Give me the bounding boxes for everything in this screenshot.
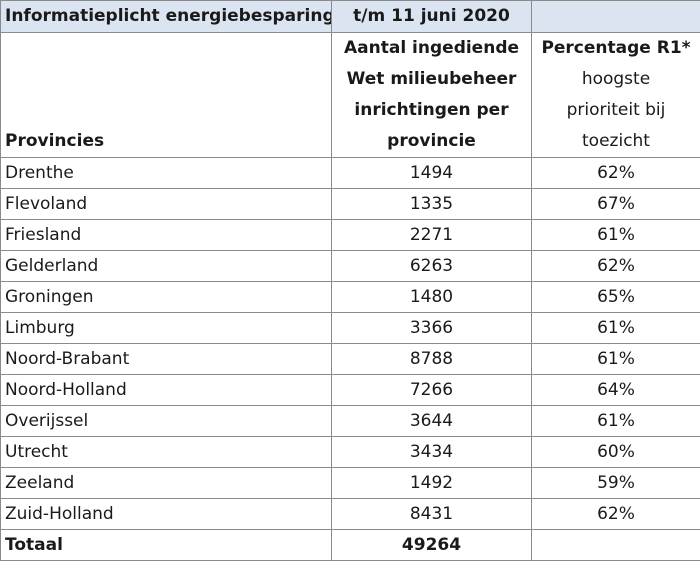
percentage-header-title: Percentage R1* [541, 38, 691, 58]
count-cell: 1335 [331, 188, 532, 220]
percentage-header: Percentage R1* hoogste prioriteit bij to… [531, 32, 700, 158]
count-cell: 6263 [331, 250, 532, 282]
table-row: Flevoland 1335 67% [0, 188, 700, 220]
percentage-header-line: prioriteit bij [566, 100, 666, 120]
count-cell: 8788 [331, 343, 532, 375]
count-cell: 8431 [331, 498, 532, 530]
table-row: Noord-Brabant 8788 61% [0, 343, 700, 375]
count-cell: 2271 [331, 219, 532, 251]
count-header-line: provincie [387, 131, 476, 151]
province-cell: Noord-Holland [0, 374, 332, 406]
percentage-cell: 61% [531, 343, 700, 375]
province-cell: Noord-Brabant [0, 343, 332, 375]
total-label: Totaal [0, 529, 332, 561]
table-row: Limburg 3366 61% [0, 312, 700, 344]
count-cell: 7266 [331, 374, 532, 406]
table-row: Groningen 1480 65% [0, 281, 700, 313]
percentage-cell: 59% [531, 467, 700, 499]
count-cell: 3434 [331, 436, 532, 468]
province-cell: Utrecht [0, 436, 332, 468]
province-cell: Limburg [0, 312, 332, 344]
title-row: Informatieplicht energiebesparing t/m 11… [0, 0, 700, 33]
table-row: Zeeland 1492 59% [0, 467, 700, 499]
percentage-header-line: hoogste [581, 69, 651, 89]
table-title: Informatieplicht energiebesparing [0, 0, 332, 33]
percentage-cell: 64% [531, 374, 700, 406]
percentage-header-line: toezicht [582, 131, 650, 151]
count-cell: 1492 [331, 467, 532, 499]
percentage-cell: 62% [531, 250, 700, 282]
count-cell: 1480 [331, 281, 532, 313]
total-percentage [531, 529, 700, 561]
provinces-header: Provincies [0, 32, 332, 158]
province-cell: Friesland [0, 219, 332, 251]
province-cell: Flevoland [0, 188, 332, 220]
count-cell: 3366 [331, 312, 532, 344]
province-cell: Overijssel [0, 405, 332, 437]
total-count: 49264 [331, 529, 532, 561]
percentage-cell: 62% [531, 157, 700, 189]
percentage-cell: 61% [531, 405, 700, 437]
count-cell: 1494 [331, 157, 532, 189]
province-cell: Zeeland [0, 467, 332, 499]
table-row: Utrecht 3434 60% [0, 436, 700, 468]
table-row: Noord-Holland 7266 64% [0, 374, 700, 406]
table-row: Overijssel 3644 61% [0, 405, 700, 437]
total-row: Totaal 49264 [0, 529, 700, 561]
table-row: Drenthe 1494 62% [0, 157, 700, 189]
count-header-line: Aantal ingediende [343, 38, 520, 58]
count-header: Aantal ingediende Wet milieubeheer inric… [331, 32, 532, 158]
percentage-cell: 61% [531, 312, 700, 344]
table-row: Friesland 2271 61% [0, 219, 700, 251]
percentage-cell: 62% [531, 498, 700, 530]
province-cell: Gelderland [0, 250, 332, 282]
header-row: Provincies Aantal ingediende Wet milieub… [0, 32, 700, 158]
percentage-cell: 60% [531, 436, 700, 468]
table-row: Zuid-Holland 8431 62% [0, 498, 700, 530]
title-date: t/m 11 juni 2020 [331, 0, 532, 33]
count-cell: 3644 [331, 405, 532, 437]
province-cell: Drenthe [0, 157, 332, 189]
count-header-line: Wet milieubeheer [346, 69, 517, 89]
province-cell: Zuid-Holland [0, 498, 332, 530]
table-row: Gelderland 6263 62% [0, 250, 700, 282]
province-cell: Groningen [0, 281, 332, 313]
count-header-line: inrichtingen per [354, 100, 509, 120]
percentage-cell: 67% [531, 188, 700, 220]
percentage-cell: 65% [531, 281, 700, 313]
percentage-cell: 61% [531, 219, 700, 251]
title-empty-cell [531, 0, 700, 33]
